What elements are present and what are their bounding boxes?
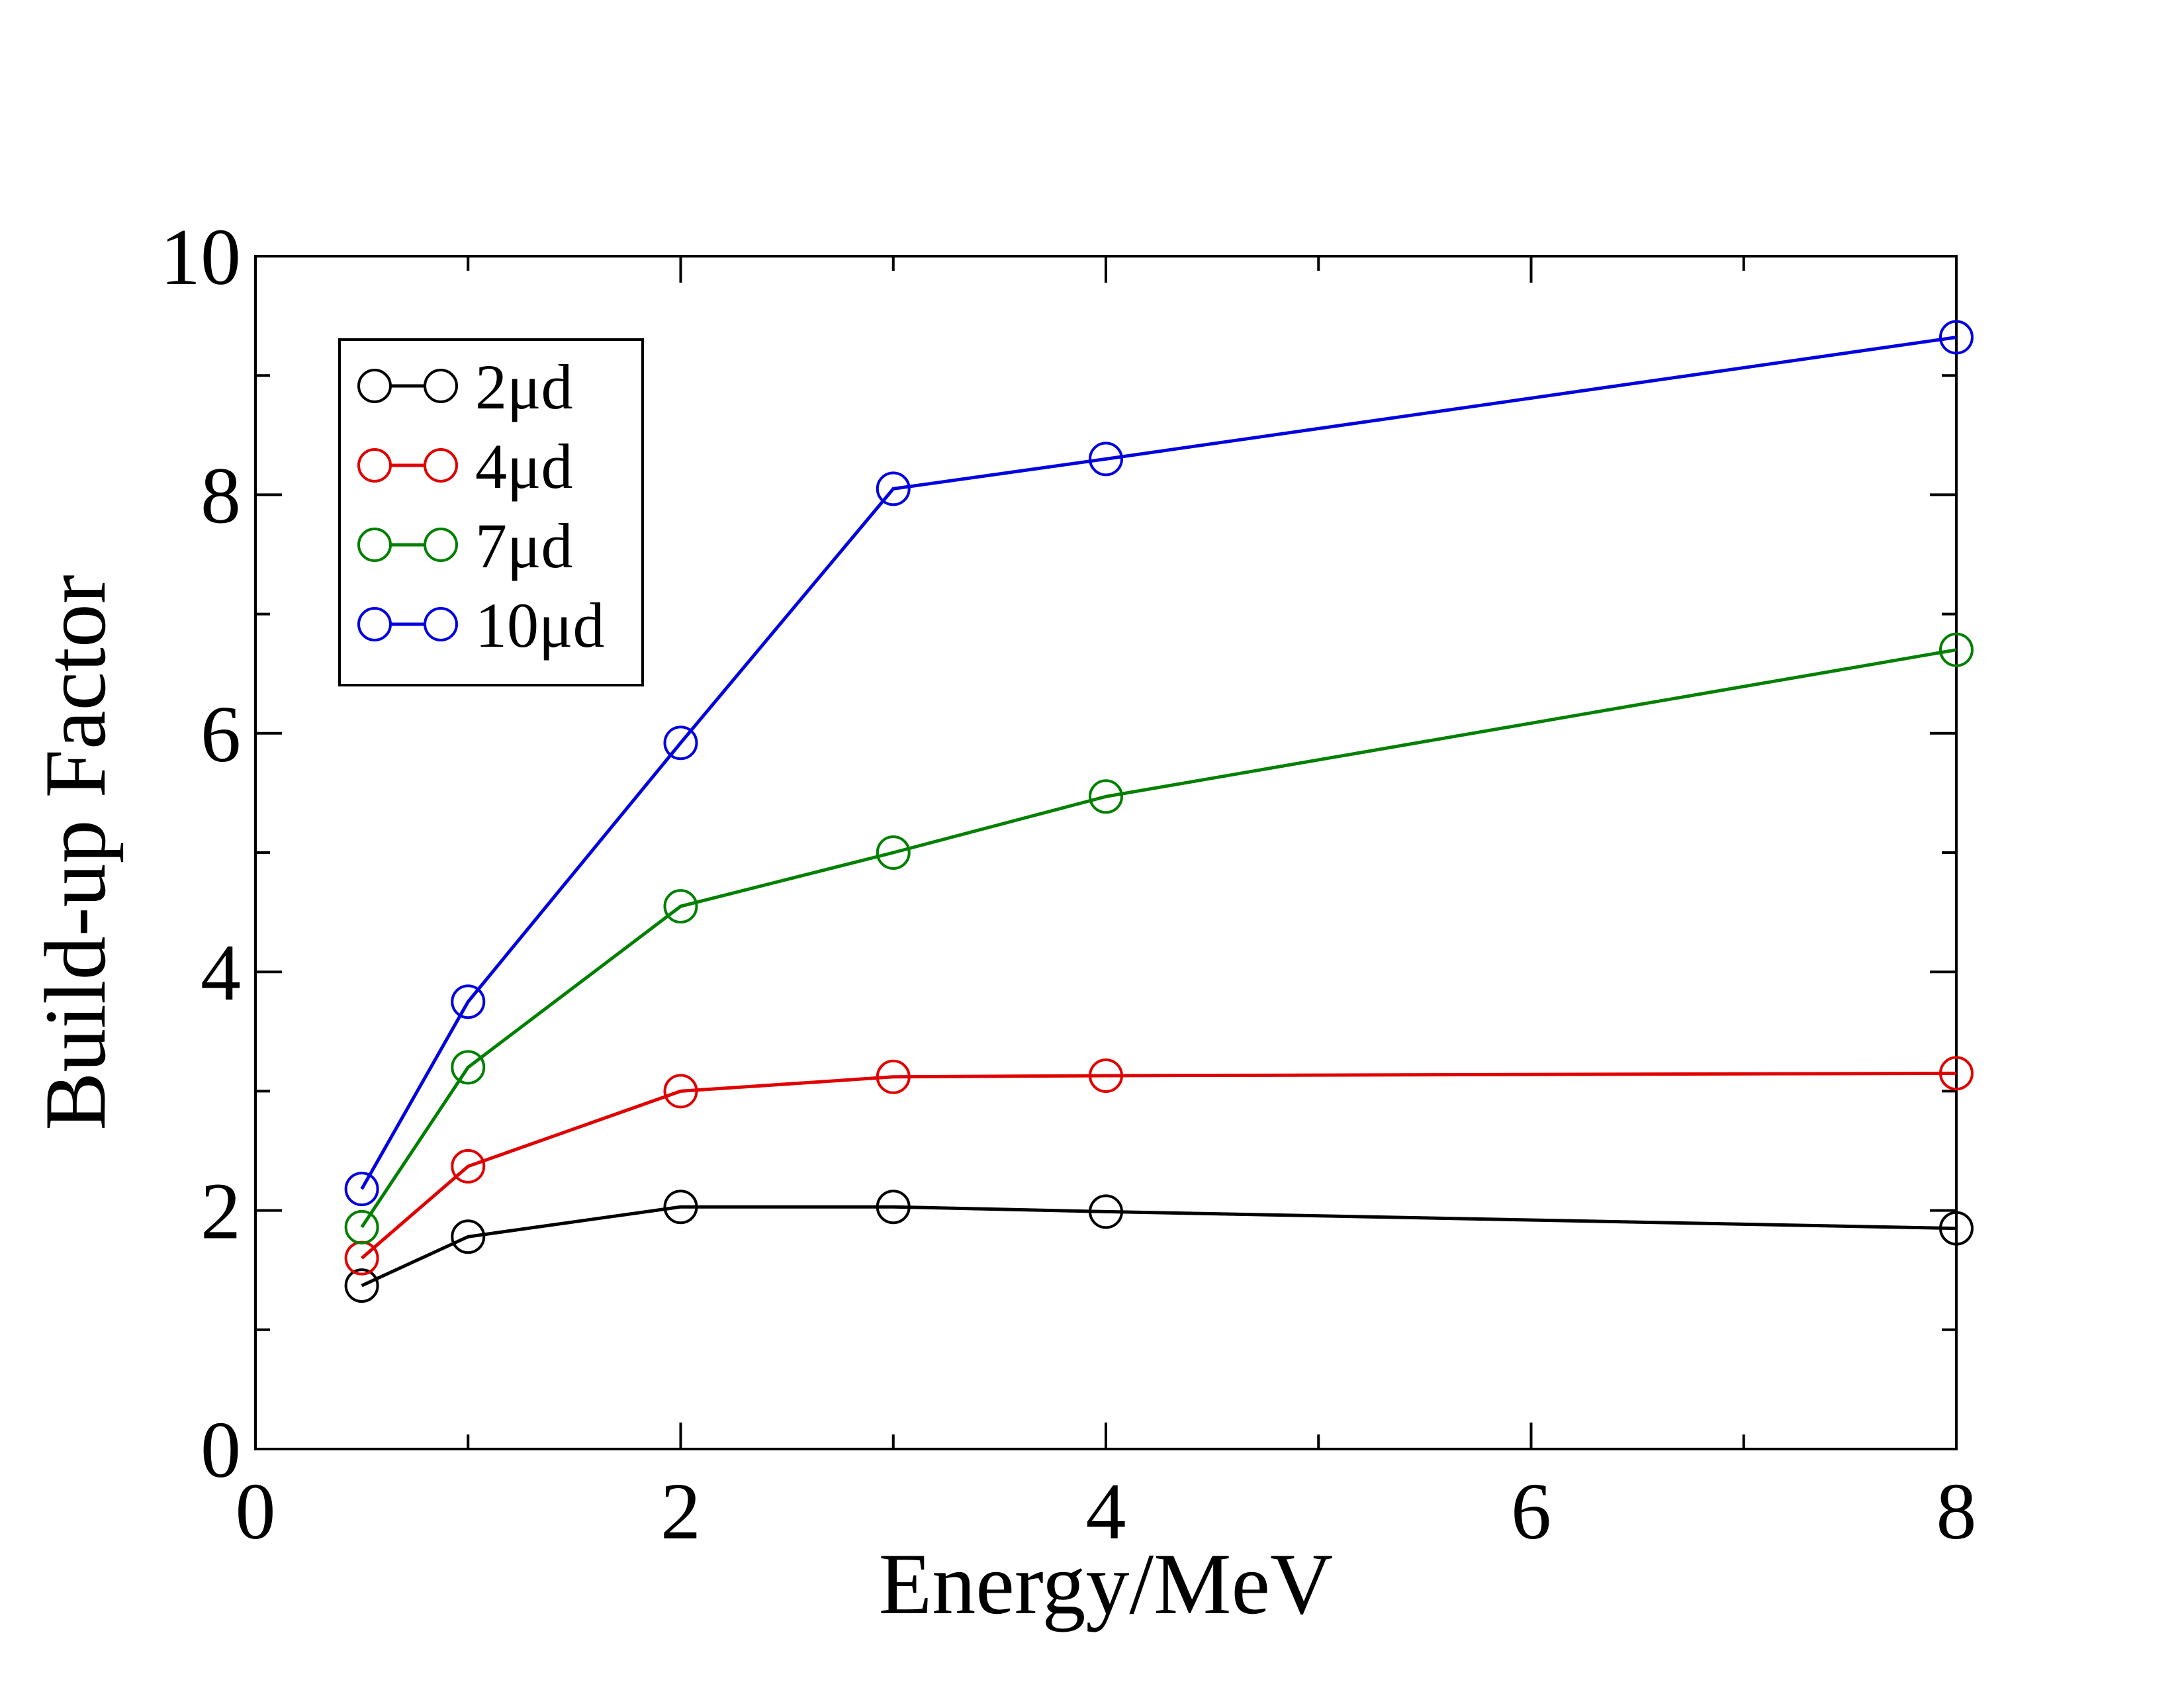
x-tick-label: 0 bbox=[236, 1467, 276, 1556]
data-point bbox=[344, 1209, 379, 1244]
ticks bbox=[254, 255, 1958, 1450]
x-tick-label: 2 bbox=[660, 1467, 701, 1556]
data-point bbox=[1089, 779, 1123, 814]
legend-marker bbox=[357, 528, 392, 562]
data-point bbox=[876, 835, 911, 870]
series-line bbox=[360, 336, 1957, 1190]
data-point bbox=[663, 726, 698, 761]
legend-marker bbox=[357, 448, 392, 483]
x-tick-label: 8 bbox=[1936, 1467, 1977, 1556]
y-tick-label: 0 bbox=[201, 1405, 241, 1495]
data-point bbox=[451, 1149, 486, 1184]
x-tick-label: 4 bbox=[1086, 1467, 1126, 1556]
y-axis-title: Build-up Factor bbox=[26, 575, 124, 1131]
series-line bbox=[361, 1205, 1957, 1288]
legend: 2μd 4μd 7μd 10μd bbox=[338, 338, 644, 686]
data-point bbox=[1939, 1056, 1974, 1091]
y-tick-label: 6 bbox=[201, 690, 241, 779]
data-point bbox=[876, 1190, 911, 1225]
data-point bbox=[1939, 1211, 1974, 1246]
legend-marker bbox=[424, 448, 458, 483]
legend-item: 2μd bbox=[357, 352, 572, 422]
series-line bbox=[360, 1071, 1957, 1260]
data-point bbox=[876, 471, 911, 506]
data-point bbox=[1089, 1058, 1123, 1093]
series-7μd bbox=[344, 632, 1974, 1244]
legend-item: 7μd bbox=[357, 510, 572, 581]
legend-label: 7μd bbox=[475, 510, 572, 581]
data-point bbox=[663, 1074, 698, 1109]
legend-marker bbox=[424, 369, 458, 403]
data-point bbox=[1939, 632, 1974, 667]
legend-marker bbox=[424, 528, 458, 562]
data-point bbox=[663, 889, 698, 924]
data-point bbox=[451, 1219, 486, 1254]
tick-labels: 0 2 4 6 8 0 2 4 6 8 10 bbox=[160, 212, 1977, 1556]
data-point bbox=[451, 1050, 486, 1085]
series-2μd bbox=[344, 1190, 1974, 1303]
legend-marker bbox=[357, 369, 392, 403]
data-point bbox=[451, 984, 486, 1019]
legend-label: 10μd bbox=[475, 590, 604, 661]
y-tick-label: 10 bbox=[160, 212, 241, 302]
series-line bbox=[360, 648, 1957, 1229]
legend-label: 4μd bbox=[475, 431, 572, 502]
data-point bbox=[1939, 320, 1974, 355]
series-4μd bbox=[344, 1056, 1974, 1276]
x-axis-title: Energy/MeV bbox=[879, 1535, 1334, 1632]
y-tick-label: 4 bbox=[201, 928, 241, 1017]
data-point bbox=[663, 1190, 698, 1225]
legend-marker bbox=[357, 607, 392, 641]
data-point bbox=[344, 1268, 379, 1303]
data-point bbox=[1089, 442, 1123, 477]
y-tick-label: 2 bbox=[201, 1167, 241, 1256]
legend-item: 4μd bbox=[357, 431, 572, 502]
data-point bbox=[876, 1059, 911, 1094]
legend-label: 2μd bbox=[475, 352, 572, 422]
data-point bbox=[1089, 1194, 1123, 1229]
y-tick-label: 8 bbox=[201, 451, 241, 540]
legend-marker bbox=[424, 607, 458, 641]
series-layer bbox=[344, 320, 1974, 1303]
legend-item: 10μd bbox=[357, 590, 604, 661]
series-10μd bbox=[344, 320, 1974, 1207]
x-tick-label: 6 bbox=[1511, 1467, 1551, 1556]
data-point bbox=[344, 1172, 379, 1207]
